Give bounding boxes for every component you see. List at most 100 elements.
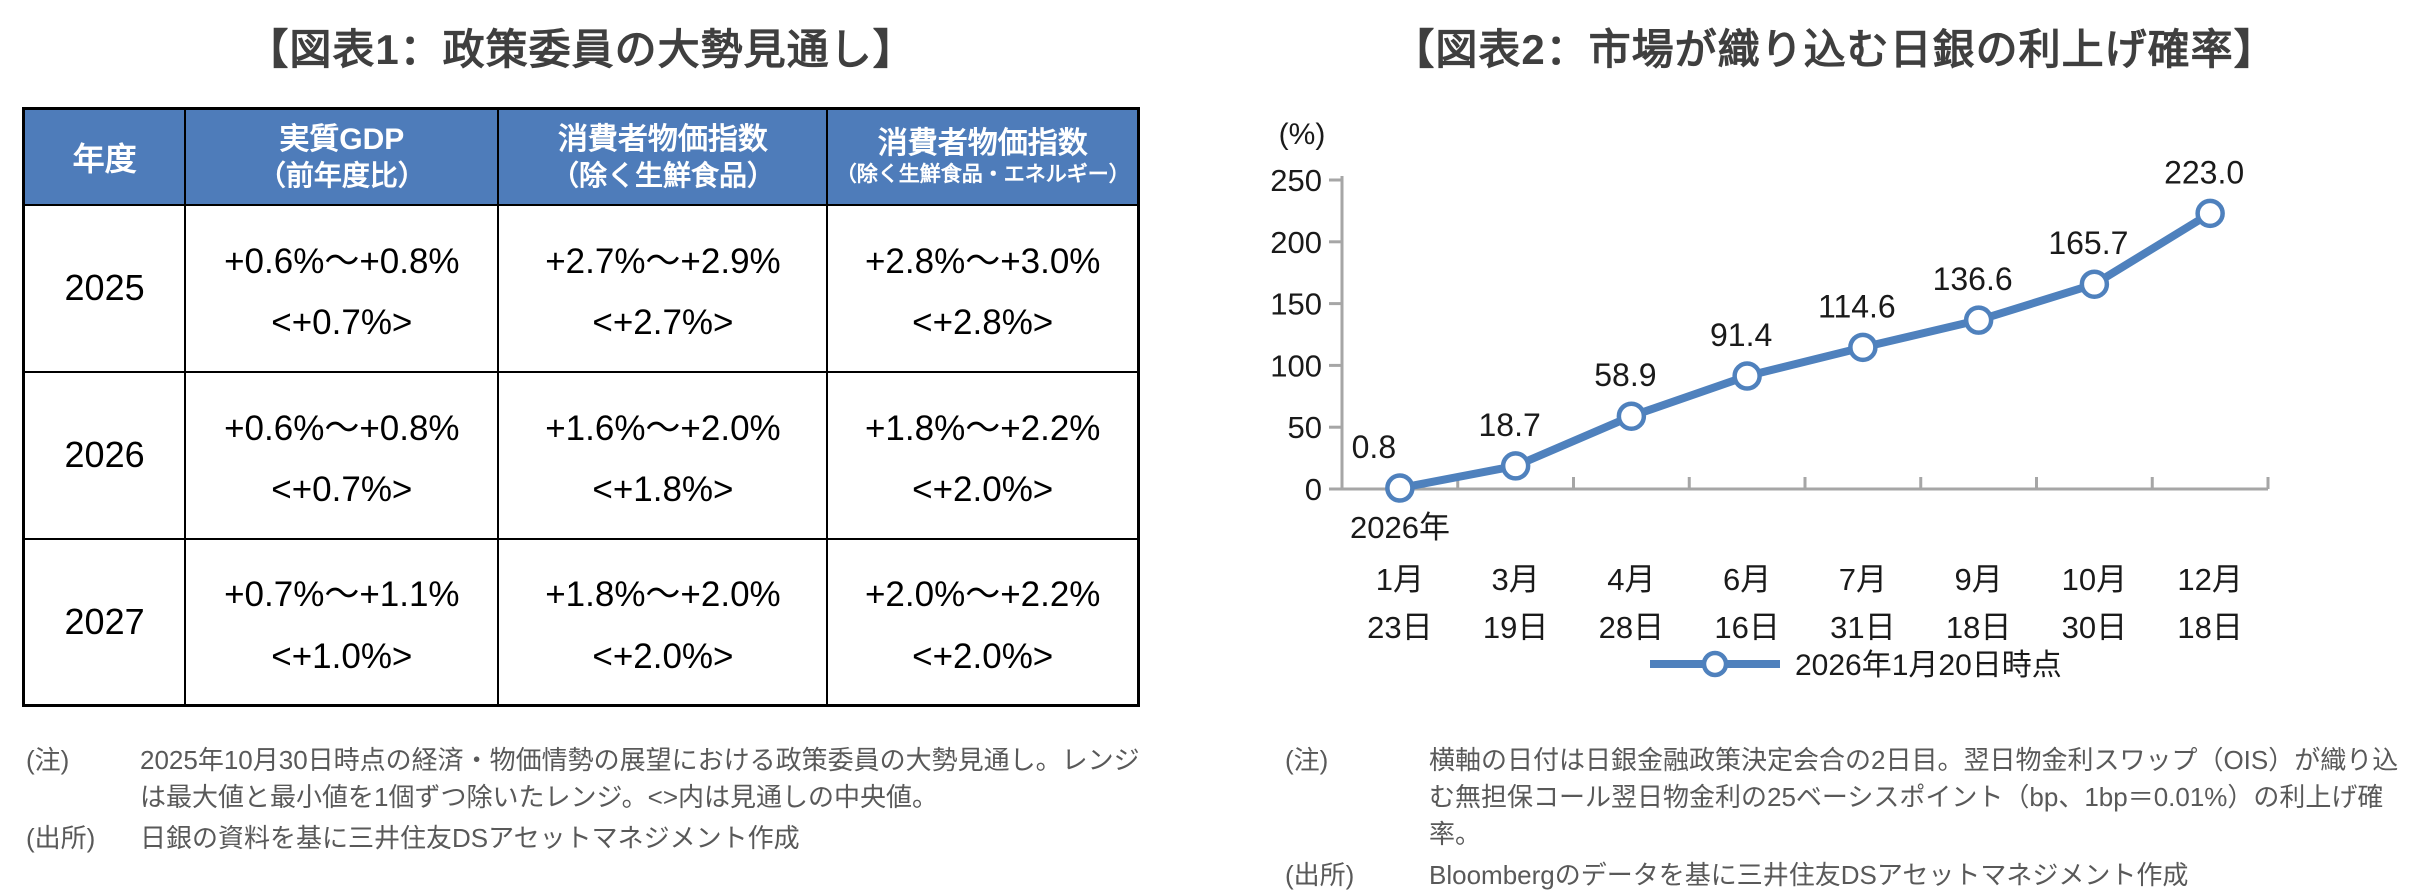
series-line-group [1385,198,2225,503]
data-point-marker [1385,473,1415,503]
legend-label: 2026年1月20日時点 [1795,649,2062,682]
core-cpi-cell: +1.8%～+2.2% <+2.0%> [826,370,1140,540]
forecast-median: <+2.0%> [592,637,734,677]
note-text: 横軸の日付は日銀金融政策決定会合の2日目。翌日物金利スワップ（OIS）が織り込む… [1429,745,2399,849]
forecast-table: 年度 実質GDP （前年度比） 消費者物価指数 （除く生鮮食品） 消費者物価指数… [22,107,1140,707]
gdp-cell: +0.6%～+0.8% <+0.7%> [184,203,500,373]
col-header-cpi-sub: （除く生鮮食品） [550,160,775,191]
x-day-label: 18日 [2177,610,2242,645]
note-text: 2025年10月30日時点の経済・物価情勢の展望における政策委員の大勢見通し。レ… [140,745,1140,812]
y-axis: 0 50 100 150 200 250 [1270,163,1344,507]
data-point-label: 58.9 [1594,357,1656,393]
table-row-2026: 2026 +0.6%～+0.8% <+0.7%> +1.6%～+2.0% <+1… [22,370,1140,540]
x-day-label: 16日 [1714,610,1779,645]
gdp-cell: +0.6%～+0.8% <+0.7%> [184,370,500,540]
forecast-range: +1.8%～+2.0% [545,575,781,615]
cpi-cell: +1.8%～+2.0% <+2.0%> [497,537,829,707]
x-axis [1342,477,2270,491]
data-point-marker [1616,401,1647,431]
col-header-core-cpi-sub: （除く生鮮食品・エネルギー） [835,163,1130,187]
x-month-label: 9月 [1955,562,2003,597]
source-label: (出所) [26,822,96,853]
chart-legend: 2026年1月20日時点 [1650,649,2062,682]
x-month-label: 7月 [1839,562,1887,597]
forecast-median: <+0.7%> [271,303,413,343]
core-cpi-cell: +2.0%～+2.2% <+2.0%> [826,537,1140,707]
table-row-2025: 2025 +0.6%～+0.8% <+0.7%> +2.7%～+2.9% <+2… [22,203,1140,373]
source-label: (出所) [1285,859,1355,890]
legend-marker-icon [1701,650,1729,678]
forecast-median: <+2.8%> [912,303,1054,343]
core-cpi-cell: +2.8%～+3.0% <+2.8%> [826,203,1140,373]
col-header-core-cpi: 消費者物価指数 （除く生鮮食品・エネルギー） [826,107,1140,206]
year-cell: 2026 [22,370,187,540]
col-header-core-cpi-title: 消費者物価指数 [877,126,1088,160]
forecast-range: +2.8%～+3.0% [864,241,1101,281]
x-category-labels: 1月 23日 3月 19日 4月 28日 6月 16日 7月 31日 9月 18日 10月 30日 12月 1… [1367,562,2243,645]
source-text: 日銀の資料を基に三井住友DSアセットマネジメント作成 [140,822,800,853]
data-point-label: 114.6 [1818,288,1896,324]
y-tick-label: 250 [1270,163,1322,198]
y-tick-label: 50 [1288,410,1322,445]
gdp-cell: +0.7%～+1.1% <+1.0%> [184,537,500,707]
data-point-marker [1963,305,1994,335]
y-tick-label: 0 [1305,472,1322,507]
figure2-title: 【図表2：市場が織り込む日銀の利上げ確率】 [1392,26,2277,73]
cpi-cell: +1.6%～+2.0% <+1.8%> [497,370,829,540]
forecast-range: +0.7%～+1.1% [224,575,460,615]
x-axis-year-label: 2026年 [1350,510,1450,545]
year-cell: 2025 [22,203,187,373]
forecast-median: <+2.7%> [592,303,734,343]
data-point-marker [2079,269,2110,299]
cpi-cell: +2.7%～+2.9% <+2.7%> [497,203,829,373]
y-tick-label: 150 [1270,287,1322,322]
x-month-label: 12月 [2177,562,2242,597]
col-header-year: 年度 [22,107,187,206]
x-day-label: 18日 [1946,610,2011,645]
forecast-range: +1.8%～+2.2% [864,408,1101,448]
data-point-label: 0.8 [1352,429,1396,465]
forecast-median: <+2.0%> [912,637,1054,677]
forecast-median: <+0.7%> [271,470,413,510]
data-point-label: 91.4 [1710,317,1772,353]
x-day-label: 30日 [2062,610,2127,645]
figure2-notes: (注) 横軸の日付は日銀金融政策決定会合の2日目。翌日物金利スワップ（OIS）が… [1285,742,2405,894]
col-header-gdp: 実質GDP （前年度比） [184,107,500,206]
x-day-label: 28日 [1599,610,1664,645]
x-month-label: 3月 [1492,562,1540,597]
forecast-range: +2.7%～+2.9% [545,241,781,281]
data-point-label: 18.7 [1478,407,1540,443]
forecast-range: +1.6%～+2.0% [545,408,781,448]
figure1-title: 【図表1：政策委員の大勢見通し】 [246,26,916,73]
data-point-marker [1500,451,1531,481]
data-point-marker [1732,361,1762,391]
col-header-gdp-title: 実質GDP [279,122,405,156]
forecast-range: +0.6%～+0.8% [224,241,460,281]
data-point-label: 136.6 [1933,261,2013,297]
year-cell: 2027 [22,537,187,707]
data-point-label: 165.7 [2048,225,2128,261]
table-header-row: 年度 実質GDP （前年度比） 消費者物価指数 （除く生鮮食品） 消費者物価指数… [22,107,1140,206]
figure1-notes: (注) 2025年10月30日時点の経済・物価情勢の展望における政策委員の大勢見… [26,742,1140,857]
col-header-year-label: 年度 [72,140,137,177]
forecast-range: +0.6%～+0.8% [224,408,460,448]
y-axis-unit-label: (%) [1279,118,1326,151]
data-point-labels: 0.8 18.7 58.9 91.4 114.6 136.6 165.7 223.0 [1352,154,2245,465]
x-day-label: 19日 [1483,610,1548,645]
table-row-2027: 2027 +0.7%～+1.1% <+1.0%> +1.8%～+2.0% <+2… [22,537,1140,707]
x-month-label: 1月 [1376,562,1424,597]
y-tick-label: 200 [1270,225,1322,260]
col-header-gdp-sub: （前年度比） [257,160,426,191]
forecast-median: <+1.8%> [592,470,734,510]
col-header-cpi-title: 消費者物価指数 [557,122,768,156]
data-point-marker [1848,332,1878,363]
data-point-marker [2195,198,2225,229]
x-day-label: 23日 [1367,610,1432,645]
x-month-label: 10月 [2062,562,2127,597]
note-label: (注) [26,745,70,775]
forecast-range: +2.0%～+2.2% [864,575,1101,615]
x-day-label: 31日 [1830,610,1895,645]
x-month-label: 4月 [1607,562,1655,597]
note-label: (注) [1285,745,1329,775]
source-text: Bloombergのデータを基に三井住友DSアセットマネジメント作成 [1429,859,2189,890]
